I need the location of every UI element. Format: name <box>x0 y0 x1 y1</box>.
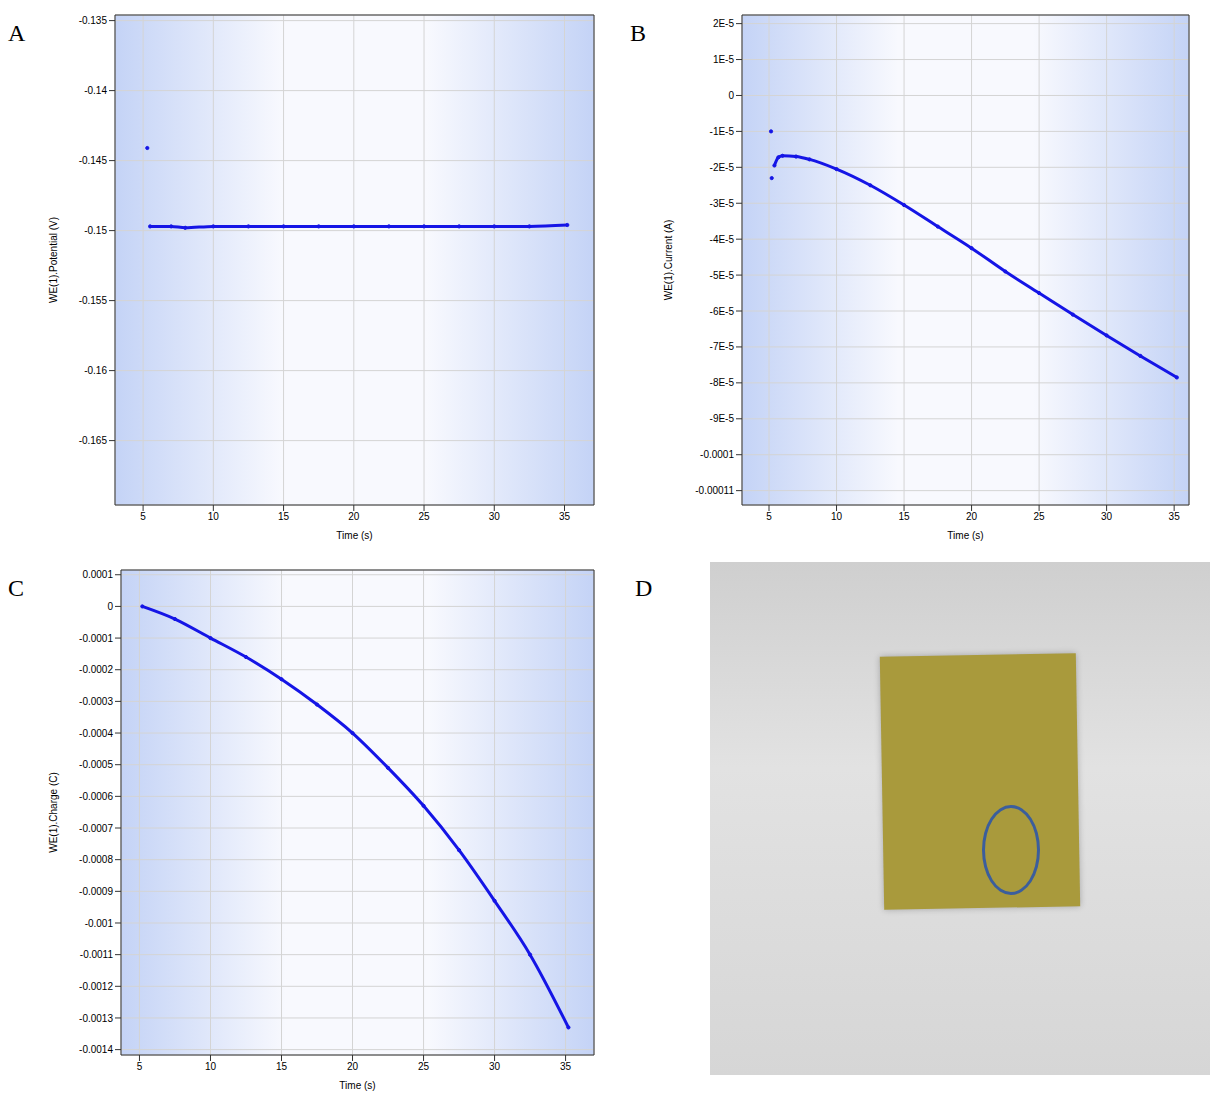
svg-text:20: 20 <box>348 511 360 522</box>
svg-text:20: 20 <box>966 511 978 522</box>
svg-text:-0.0003: -0.0003 <box>79 696 113 707</box>
svg-text:30: 30 <box>489 511 501 522</box>
svg-text:35: 35 <box>559 511 571 522</box>
svg-text:WE(1).Charge (C): WE(1).Charge (C) <box>48 772 59 853</box>
svg-text:25: 25 <box>1034 511 1046 522</box>
svg-text:30: 30 <box>1101 511 1113 522</box>
svg-text:35: 35 <box>560 1061 572 1072</box>
svg-text:-0.0013: -0.0013 <box>79 1013 113 1024</box>
svg-text:-0.0001: -0.0001 <box>700 449 734 460</box>
svg-text:-0.165: -0.165 <box>79 435 108 446</box>
svg-text:20: 20 <box>347 1061 359 1072</box>
svg-text:-2E-5: -2E-5 <box>710 162 735 173</box>
svg-text:1E-5: 1E-5 <box>713 54 735 65</box>
svg-text:-0.0011: -0.0011 <box>80 949 114 960</box>
html-text:C: C <box>8 575 24 601</box>
svg-text:-9E-5: -9E-5 <box>710 413 735 424</box>
svg-text:-0.0006: -0.0006 <box>79 791 113 802</box>
svg-text:-0.0004: -0.0004 <box>79 728 113 739</box>
svg-text:-0.00011: -0.00011 <box>695 485 734 496</box>
svg-text:-0.16: -0.16 <box>84 365 107 376</box>
svg-text:-5E-5: -5E-5 <box>710 270 735 281</box>
svg-text:-0.14: -0.14 <box>84 85 107 96</box>
svg-text:10: 10 <box>831 511 843 522</box>
svg-text:-0.0002: -0.0002 <box>79 664 113 675</box>
html-text:A: A <box>8 20 26 46</box>
svg-text:-3E-5: -3E-5 <box>710 198 735 209</box>
svg-text:-6E-5: -6E-5 <box>710 306 735 317</box>
svg-text:25: 25 <box>418 1061 430 1072</box>
svg-text:Time (s): Time (s) <box>339 1080 375 1091</box>
svg-text:10: 10 <box>205 1061 217 1072</box>
svg-text:-0.0008: -0.0008 <box>79 854 113 865</box>
svg-text:-0.0012: -0.0012 <box>79 981 113 992</box>
svg-text:10: 10 <box>208 511 220 522</box>
svg-text:-0.135: -0.135 <box>79 15 108 26</box>
svg-text:-1E-5: -1E-5 <box>710 126 735 137</box>
svg-text:25: 25 <box>418 511 430 522</box>
svg-text:-0.0009: -0.0009 <box>79 886 113 897</box>
svg-text:-4E-5: -4E-5 <box>710 234 735 245</box>
svg-text:5: 5 <box>766 511 772 522</box>
svg-text:-7E-5: -7E-5 <box>710 341 735 352</box>
svg-text:-0.0007: -0.0007 <box>79 823 113 834</box>
svg-text:15: 15 <box>898 511 910 522</box>
svg-text:15: 15 <box>276 1061 288 1072</box>
svg-text:5: 5 <box>140 511 146 522</box>
svg-text:-0.001: -0.001 <box>85 918 114 929</box>
svg-text:-0.15: -0.15 <box>84 225 107 236</box>
svg-text:WE(1).Current (A): WE(1).Current (A) <box>663 220 674 301</box>
svg-text:0: 0 <box>107 601 113 612</box>
svg-text:0.0001: 0.0001 <box>82 569 113 580</box>
svg-text:2E-5: 2E-5 <box>713 18 735 29</box>
svg-text:-0.0005: -0.0005 <box>79 759 113 770</box>
svg-text:-0.0001: -0.0001 <box>79 633 113 644</box>
svg-text:-0.155: -0.155 <box>79 295 108 306</box>
svg-text:-8E-5: -8E-5 <box>710 377 735 388</box>
svg-text:-0.0014: -0.0014 <box>79 1044 113 1055</box>
svg-text:15: 15 <box>278 511 290 522</box>
svg-text:30: 30 <box>489 1061 501 1072</box>
svg-text:35: 35 <box>1169 511 1181 522</box>
svg-text:WE(1).Potential (V): WE(1).Potential (V) <box>48 217 59 303</box>
svg-text:Time (s): Time (s) <box>336 530 372 541</box>
svg-text:0: 0 <box>728 90 734 101</box>
svg-text:Time (s): Time (s) <box>947 530 983 541</box>
html-text:B: B <box>630 20 646 46</box>
html-text:D: D <box>635 575 653 601</box>
svg-text:-0.145: -0.145 <box>79 155 108 166</box>
svg-text:5: 5 <box>137 1061 143 1072</box>
